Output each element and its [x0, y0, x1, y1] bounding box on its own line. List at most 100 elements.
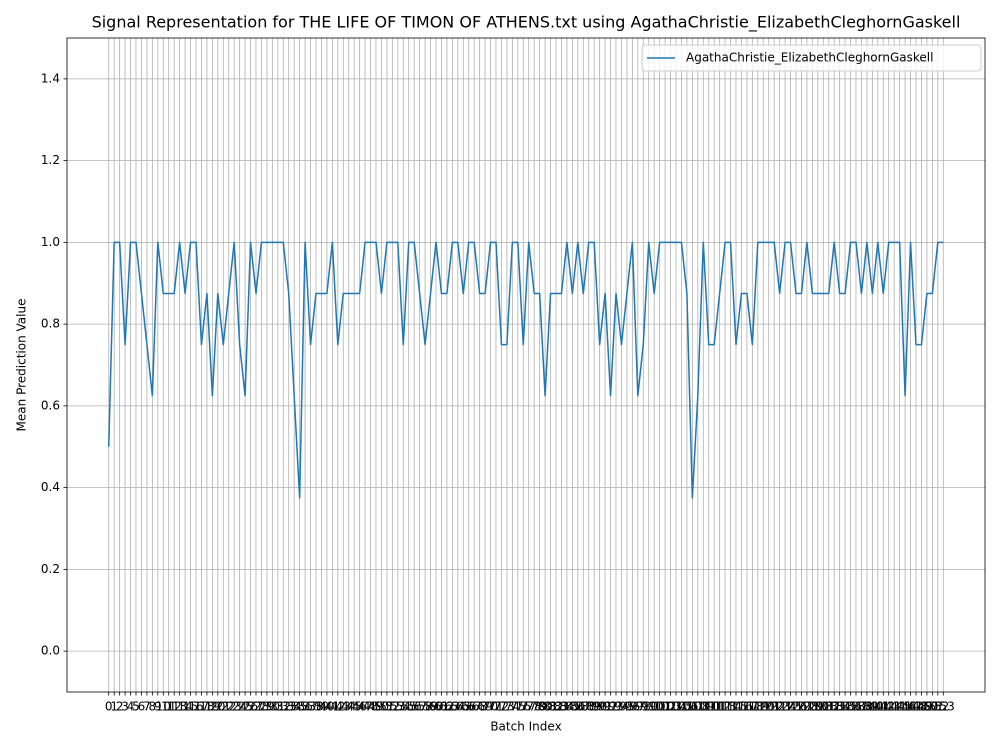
legend-box	[641, 44, 982, 72]
x-tick-label: 101	[648, 700, 671, 714]
x-tick-label: 86	[570, 700, 585, 714]
x-tick-label: 112	[708, 700, 731, 714]
x-tick-label: 138	[850, 700, 873, 714]
x-tick-label: 126	[785, 700, 808, 714]
x-tick-label: 148	[905, 700, 928, 714]
x-tick-label: 113	[714, 700, 737, 714]
x-tick-label: 140	[861, 700, 884, 714]
y-tick-label: 1.0	[41, 235, 60, 249]
x-tick-label: 68	[472, 700, 487, 714]
x-tick-label: 76	[516, 700, 531, 714]
x-tick-label: 85	[565, 700, 580, 714]
x-tick-label: 66	[461, 700, 476, 714]
x-tick-label: 149	[910, 700, 933, 714]
x-tick-label: 1	[110, 700, 118, 714]
x-tick-label: 123	[768, 700, 791, 714]
x-tick-label: 111	[703, 700, 726, 714]
x-tick-label: 14	[177, 700, 192, 714]
x-tick-label: 118	[741, 700, 764, 714]
x-tick-label: 6	[138, 700, 146, 714]
x-tick-label: 117	[735, 700, 758, 714]
x-tick-label: 53	[390, 700, 405, 714]
x-tick-label: 147	[899, 700, 922, 714]
x-tick-label: 15	[183, 700, 198, 714]
x-tick-label: 107	[681, 700, 704, 714]
x-tick-label: 12	[167, 700, 182, 714]
x-tick-label: 3	[121, 700, 129, 714]
x-tick-label: 133	[823, 700, 846, 714]
x-tick-label: 144	[883, 700, 906, 714]
x-tick-label: 31	[270, 700, 285, 714]
x-tick-label: 120	[752, 700, 775, 714]
x-tick-label: 7	[143, 700, 151, 714]
x-tick-label: 128	[795, 700, 818, 714]
x-tick-label: 34	[287, 700, 302, 714]
x-tick-label: 63	[445, 700, 460, 714]
x-tick-label: 136	[839, 700, 862, 714]
x-tick-label: 35	[292, 700, 307, 714]
x-tick-label: 145	[888, 700, 911, 714]
x-tick-label: 131	[812, 700, 835, 714]
grid	[67, 38, 985, 692]
y-axis-label: Mean Prediction Value	[15, 299, 29, 432]
x-tick-label: 57	[412, 700, 427, 714]
x-tick-label: 24	[232, 700, 247, 714]
x-tick-label: 87	[576, 700, 591, 714]
x-tick-label: 106	[675, 700, 698, 714]
x-tick-label: 132	[817, 700, 840, 714]
x-tick-label: 0	[105, 700, 113, 714]
x-tick-label: 61	[434, 700, 449, 714]
x-tick-label: 28	[254, 700, 269, 714]
x-tick-label: 77	[521, 700, 536, 714]
x-tick-label: 8	[149, 700, 157, 714]
x-tick-label: 84	[559, 700, 574, 714]
x-tick-label: 17	[194, 700, 209, 714]
legend: AgathaChristie_ElizabethCleghornGaskell	[641, 44, 982, 72]
axes-frame	[66, 37, 986, 693]
x-tick-label: 30	[265, 700, 280, 714]
chart-title: Signal Representation for THE LIFE OF TI…	[92, 13, 961, 33]
x-tick-label: 47	[357, 700, 372, 714]
x-tick-label: 46	[352, 700, 367, 714]
x-tick-label: 26	[243, 700, 258, 714]
x-tick-label: 134	[828, 700, 851, 714]
x-tick-label: 37	[303, 700, 318, 714]
x-tick-label: 119	[746, 700, 769, 714]
x-tick-label: 130	[806, 700, 829, 714]
x-tick-label: 55	[401, 700, 416, 714]
x-tick-label: 152	[926, 700, 949, 714]
y-tick-label: 0.8	[41, 317, 60, 331]
x-tick-label: 67	[467, 700, 482, 714]
x-tick-label: 121	[757, 700, 780, 714]
x-tick-label: 143	[877, 700, 900, 714]
x-tick-label: 49	[368, 700, 383, 714]
x-tick-label: 95	[619, 700, 634, 714]
x-tick-label: 72	[494, 700, 509, 714]
x-tick-label: 92	[603, 700, 618, 714]
x-tick-label: 74	[505, 700, 520, 714]
x-tick-label: 116	[730, 700, 753, 714]
x-tick-label: 42	[330, 700, 345, 714]
x-tick-label: 62	[439, 700, 454, 714]
x-tick-label: 20	[210, 700, 225, 714]
x-tick-label: 99	[641, 700, 656, 714]
x-tick-label: 27	[248, 700, 263, 714]
data-line	[107, 241, 944, 499]
x-tick-label: 79	[532, 700, 547, 714]
x-tick-label: 59	[423, 700, 438, 714]
x-tick-label: 70	[483, 700, 498, 714]
x-tick-label: 139	[855, 700, 878, 714]
x-tick-label: 48	[363, 700, 378, 714]
x-tick-label: 97	[630, 700, 645, 714]
x-tick-label: 65	[456, 700, 471, 714]
x-tick-label: 88	[581, 700, 596, 714]
y-tick-label: 0.0	[41, 644, 60, 658]
x-tick-label: 108	[686, 700, 709, 714]
x-tick-label: 75	[510, 700, 525, 714]
x-tick-label: 36	[297, 700, 312, 714]
x-tick-label: 29	[259, 700, 274, 714]
x-tick-label: 102	[654, 700, 677, 714]
x-tick-label: 22	[221, 700, 236, 714]
